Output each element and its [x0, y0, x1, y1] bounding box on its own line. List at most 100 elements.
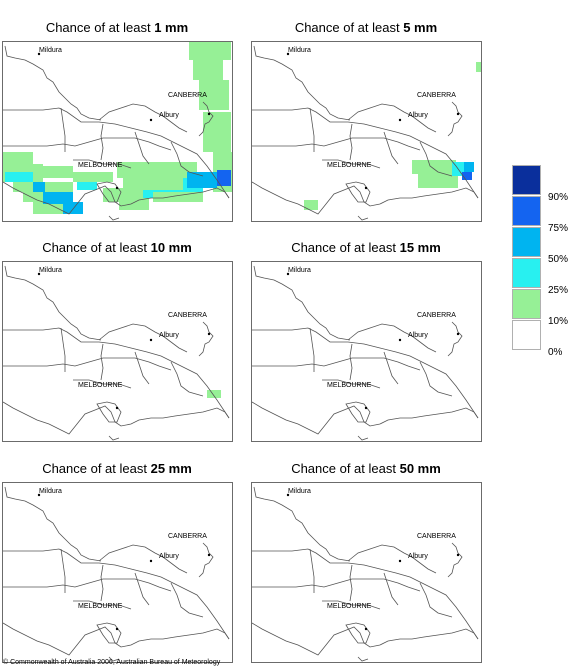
city-label-canberra: CANBERRA — [417, 92, 456, 99]
legend-label: 10% — [548, 316, 569, 327]
boundary-line — [198, 321, 214, 357]
boundary-line — [108, 215, 120, 221]
city-marker — [149, 559, 153, 563]
boundary-line — [253, 45, 351, 121]
boundary-line — [170, 361, 204, 397]
rainfall-map: Mildura CANBERRA Albury MELBOURNE — [2, 482, 233, 663]
rainfall-cell — [207, 390, 221, 398]
boundary-line — [349, 123, 353, 161]
boundary-line — [3, 181, 230, 215]
rainfall-cell — [304, 200, 318, 210]
boundary-line — [3, 401, 230, 435]
boundary-line — [252, 107, 479, 199]
city-label-mildura: Mildura — [39, 488, 62, 495]
boundary-line — [170, 141, 204, 177]
city-label-albury: Albury — [159, 553, 179, 560]
city-marker — [456, 332, 460, 336]
boundary-line — [345, 622, 371, 644]
boundary-line — [3, 548, 230, 640]
rainfall-cell — [203, 112, 231, 152]
legend-label: 50% — [548, 254, 569, 265]
boundary-line — [170, 582, 204, 618]
panel-title: Chance of at least 25 mm — [42, 461, 192, 476]
boundary-line — [198, 542, 214, 578]
boundary-line — [252, 622, 479, 656]
boundary-line — [347, 544, 437, 574]
boundary-line — [419, 582, 453, 618]
boundary-line — [73, 600, 132, 610]
city-marker — [37, 272, 41, 276]
boundary-line — [198, 101, 214, 137]
city-marker — [398, 118, 402, 122]
rainfall-cell — [217, 170, 231, 186]
boundary-line — [252, 401, 479, 435]
city-label-melbourne: MELBOURNE — [327, 162, 372, 169]
boundary-line — [347, 323, 437, 353]
boundary-line — [3, 622, 230, 656]
boundary-line — [383, 351, 399, 385]
city-marker — [286, 493, 290, 497]
city-label-canberra: CANBERRA — [417, 533, 456, 540]
city-label-mildura: Mildura — [288, 488, 311, 495]
boundary-line — [134, 351, 150, 385]
boundary-line — [253, 265, 351, 341]
city-label-melbourne: MELBOURNE — [327, 382, 372, 389]
map-svg: Mildura CANBERRA Albury MELBOURNE — [3, 486, 230, 662]
boundary-line — [345, 181, 371, 203]
boundary-line — [96, 181, 122, 203]
rainfall-map: Mildura CANBERRA Albury MELBOURNE — [251, 482, 482, 663]
rainfall-cell — [13, 172, 33, 182]
boundary-line — [73, 159, 132, 169]
rainfall-cell — [73, 172, 113, 182]
rainfall-map: Mildura CANBERRA Albury MELBOURNE — [2, 41, 233, 222]
boundary-line — [96, 622, 122, 644]
map-svg: Mildura CANBERRA Albury MELBOURNE — [252, 265, 479, 441]
boundary-line — [252, 357, 421, 371]
rainfall-cell — [187, 172, 217, 188]
city-marker — [286, 272, 290, 276]
city-marker — [149, 118, 153, 122]
boundary-line — [309, 548, 315, 593]
city-marker — [286, 52, 290, 56]
rainfall-probability-layer — [3, 42, 232, 214]
city-label-albury: Albury — [408, 112, 428, 119]
boundary-line — [100, 564, 104, 602]
legend-swatch-90 — [512, 165, 541, 195]
boundary-line — [3, 357, 172, 371]
boundary-line — [309, 327, 315, 372]
city-marker — [115, 627, 119, 631]
rainfall-cell — [63, 202, 83, 214]
panel-title: Chance of at least 5 mm — [294, 20, 438, 35]
city-label-canberra: CANBERRA — [168, 312, 207, 319]
boundary-line — [4, 45, 102, 121]
boundary-line — [309, 107, 315, 152]
legend-label: 90% — [548, 192, 569, 203]
city-marker — [207, 332, 211, 336]
boundary-line — [100, 343, 104, 381]
boundary-line — [134, 131, 150, 165]
city-label-mildura: Mildura — [288, 267, 311, 274]
city-marker — [364, 186, 368, 190]
boundary-line — [252, 548, 479, 640]
boundary-line — [447, 542, 463, 578]
rainfall-map: Mildura CANBERRA Albury MELBOURNE — [2, 261, 233, 442]
panel-title: Chance of at least 10 mm — [42, 240, 192, 255]
city-marker — [456, 553, 460, 557]
boundary-line — [322, 379, 381, 389]
rainfall-cell — [5, 172, 15, 182]
panel-title: Chance of at least 1 mm — [45, 20, 189, 35]
boundary-line — [3, 137, 172, 151]
map-svg: Mildura CANBERRA Albury MELBOURNE — [3, 265, 230, 441]
map-svg: Mildura CANBERRA Albury MELBOURNE — [252, 486, 479, 662]
boundary-line — [4, 265, 102, 341]
city-label-canberra: CANBERRA — [168, 92, 207, 99]
boundary-line — [253, 486, 351, 562]
boundary-line — [357, 215, 369, 221]
boundary-line — [73, 379, 132, 389]
boundary-line — [349, 343, 353, 381]
boundary-line — [60, 327, 66, 372]
boundary-line — [322, 159, 381, 169]
rainfall-cell — [189, 42, 231, 60]
boundary-line — [134, 572, 150, 606]
boundary-line — [252, 327, 479, 419]
